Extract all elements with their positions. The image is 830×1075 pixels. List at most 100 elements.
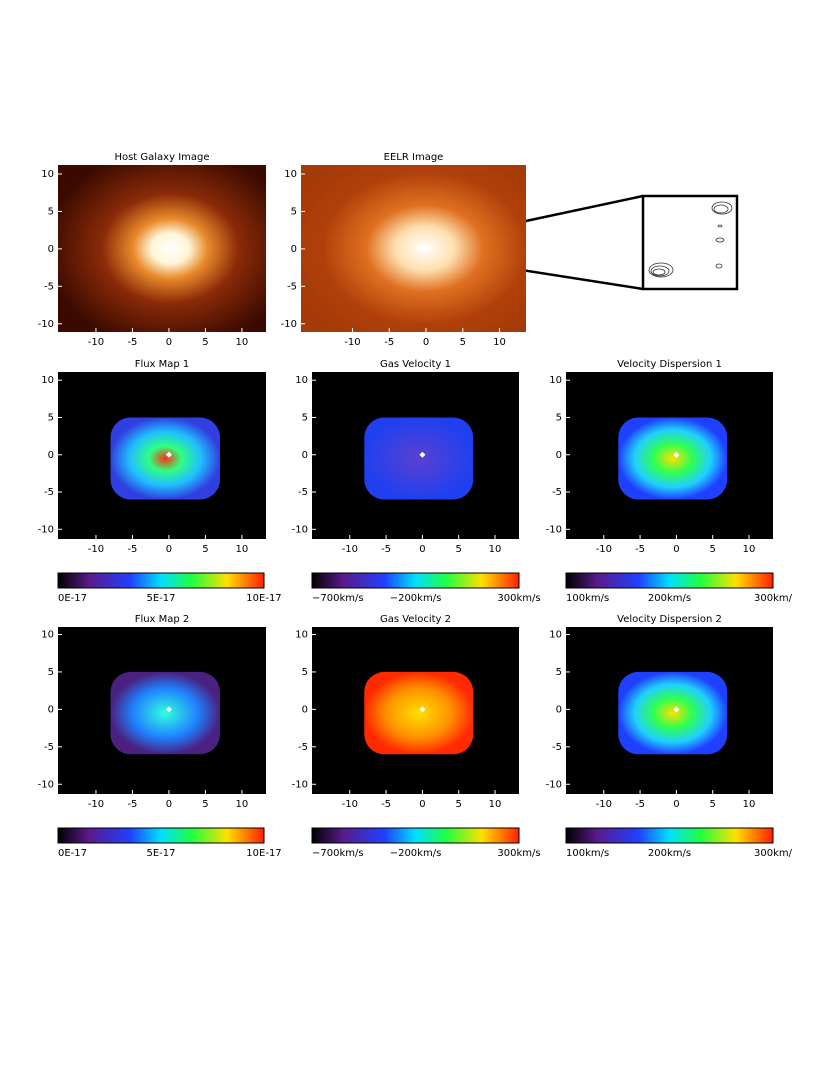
x-tick-label: -5 <box>127 337 137 348</box>
x-tick-label: 10 <box>489 799 502 810</box>
y-tick-label: -10 <box>292 779 308 790</box>
y-tick-label: 10 <box>41 629 54 640</box>
map-region <box>364 671 474 755</box>
y-tick-label: 0 <box>556 450 562 461</box>
x-tick-label: 0 <box>166 337 172 348</box>
x-tick-label: 10 <box>236 799 249 810</box>
map-region <box>110 417 221 500</box>
x-tick-label: -5 <box>635 799 645 810</box>
colorbar <box>57 572 265 589</box>
x-tick-label: 5 <box>456 544 462 555</box>
y-tick-label: -10 <box>546 524 562 535</box>
y-tick-label: -5 <box>44 281 54 292</box>
center-marker <box>165 706 172 713</box>
y-tick-label: -5 <box>44 487 54 498</box>
x-tick-label: -5 <box>635 544 645 555</box>
panel <box>312 627 519 794</box>
y-tick-label: 5 <box>302 412 308 423</box>
center-marker <box>673 706 680 713</box>
y-tick-label: 10 <box>295 375 308 386</box>
colorbar-label: 5E-17 <box>146 593 175 604</box>
colorbar-label: −700km/s <box>312 593 364 604</box>
colorbar <box>57 827 265 844</box>
x-tick-label: 0 <box>419 544 425 555</box>
x-tick-label: -10 <box>596 799 612 810</box>
y-tick-label: -5 <box>44 742 54 753</box>
x-tick-label: 10 <box>489 544 502 555</box>
x-tick-label: 5 <box>456 799 462 810</box>
panel <box>301 165 526 332</box>
y-tick-label: -5 <box>298 742 308 753</box>
x-tick-label: -10 <box>342 799 358 810</box>
y-tick-label: -10 <box>546 779 562 790</box>
x-tick-label: -10 <box>88 799 104 810</box>
x-tick-label: 5 <box>202 337 208 348</box>
x-tick-label: 5 <box>460 337 466 348</box>
map-region <box>110 671 221 755</box>
x-tick-label: 10 <box>236 544 249 555</box>
center-marker <box>419 706 426 713</box>
y-tick-label: 5 <box>556 412 562 423</box>
image <box>301 165 526 332</box>
panel <box>566 372 773 539</box>
y-tick-label: -10 <box>292 524 308 535</box>
x-tick-label: 0 <box>166 799 172 810</box>
x-tick-label: 10 <box>236 337 249 348</box>
colorbar-label: −700km/s <box>312 848 364 859</box>
y-tick-label: -10 <box>38 524 54 535</box>
y-tick-label: -10 <box>38 779 54 790</box>
y-tick-label: -5 <box>287 281 297 292</box>
x-tick-label: 10 <box>743 799 756 810</box>
y-tick-label: 10 <box>295 629 308 640</box>
panel <box>58 372 266 539</box>
colorbar-label: 0E-17 <box>58 848 87 859</box>
y-tick-label: 10 <box>41 375 54 386</box>
colorbar-label: 200km/s <box>648 593 691 604</box>
y-tick-label: -5 <box>552 742 562 753</box>
image <box>58 165 266 332</box>
x-tick-label: 10 <box>743 544 756 555</box>
colorbar-label: −200km/s <box>390 848 442 859</box>
colorbar-label: 300km/s <box>497 848 540 859</box>
x-tick-label: 10 <box>493 337 506 348</box>
panel-title: EELR Image <box>384 152 444 163</box>
x-tick-label: 0 <box>423 337 429 348</box>
x-tick-label: 5 <box>202 799 208 810</box>
panel-title: Velocity Dispersion 2 <box>617 614 722 625</box>
panel <box>312 372 519 539</box>
x-tick-label: 0 <box>673 799 679 810</box>
colorbar <box>311 572 520 589</box>
colorbar-label: 200km/s <box>648 848 691 859</box>
colorbar-label: 100km/s <box>566 593 609 604</box>
panel-title: Gas Velocity 2 <box>380 614 451 625</box>
panel <box>58 627 266 794</box>
panel-title: Velocity Dispersion 1 <box>617 359 722 370</box>
y-tick-label: 10 <box>549 629 562 640</box>
y-tick-label: 0 <box>291 244 297 255</box>
y-tick-label: 5 <box>291 206 297 217</box>
colorbar <box>565 572 774 589</box>
panel-title: Host Galaxy Image <box>114 152 209 163</box>
x-tick-label: -10 <box>88 337 104 348</box>
y-tick-label: 10 <box>549 375 562 386</box>
y-tick-label: 10 <box>41 169 54 180</box>
x-tick-label: 0 <box>419 799 425 810</box>
center-marker <box>419 451 426 458</box>
x-tick-label: 5 <box>710 544 716 555</box>
y-tick-label: 0 <box>48 704 54 715</box>
x-tick-label: -5 <box>127 544 137 555</box>
x-tick-label: -10 <box>596 544 612 555</box>
y-tick-label: -10 <box>38 319 54 330</box>
x-tick-label: 0 <box>166 544 172 555</box>
x-tick-label: -5 <box>127 799 137 810</box>
y-tick-label: 10 <box>284 169 297 180</box>
colorbar-label: 5E-17 <box>146 848 175 859</box>
center-marker <box>673 451 680 458</box>
x-tick-label: -10 <box>342 544 358 555</box>
y-tick-label: 0 <box>556 704 562 715</box>
x-tick-label: -5 <box>381 544 391 555</box>
colorbar-label: −200km/s <box>390 593 442 604</box>
map-region <box>364 417 474 500</box>
y-tick-label: 0 <box>302 450 308 461</box>
